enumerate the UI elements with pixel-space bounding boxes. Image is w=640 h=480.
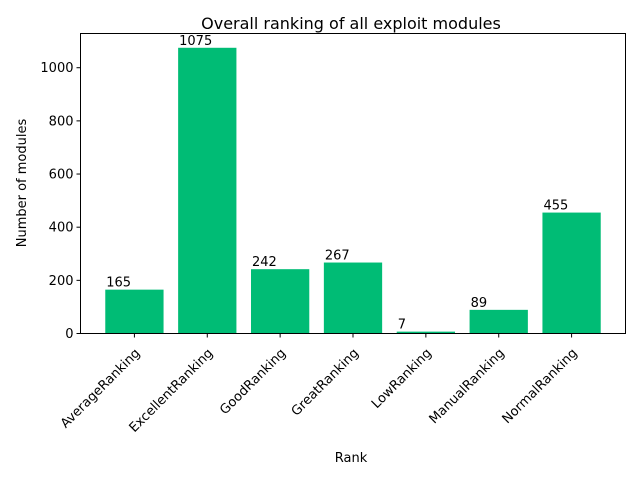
chart-title: Overall ranking of all exploit modules (201, 14, 501, 33)
data-labels: 165 1075 242 267 7 89 455 (106, 34, 568, 333)
data-label-lowranking: 7 (398, 318, 406, 333)
bars (105, 47, 601, 334)
data-label-greatranking: 267 (325, 249, 350, 264)
plot-frame (80, 33, 626, 334)
y-tick-label-0: 0 (65, 327, 73, 342)
y-tick-label-400: 400 (49, 221, 74, 236)
y-tick-label-200: 200 (49, 274, 74, 289)
y-axis-label: Number of modules (15, 119, 30, 248)
y-tick-label-1000: 1000 (40, 61, 73, 76)
bar-normalranking (542, 212, 601, 334)
x-tick-label-averageranking: AverageRanking (58, 346, 144, 432)
x-tick-label-goodranking: GoodRanking (217, 346, 289, 418)
data-label-excellentranking: 1075 (179, 34, 212, 49)
data-label-averageranking: 165 (106, 276, 131, 291)
x-tick-label-greatranking: GreatRanking (289, 346, 362, 419)
bar-excellentranking (178, 47, 237, 334)
bar-greatranking (323, 262, 383, 334)
y-tick-label-800: 800 (49, 114, 74, 129)
bar-averageranking (105, 289, 164, 334)
y-axis: 0 200 400 600 800 1000 (40, 61, 81, 342)
y-tick-label-600: 600 (49, 168, 74, 183)
x-axis-label: Rank (335, 451, 368, 466)
data-label-goodranking: 242 (252, 255, 277, 270)
x-tick-label-normalranking: NormalRanking (500, 346, 581, 427)
data-label-manualranking: 89 (471, 296, 488, 311)
x-tick-label-lowranking: LowRanking (369, 346, 435, 412)
bar-lowranking (396, 331, 456, 334)
bar-goodranking (250, 269, 310, 334)
x-tick-label-manualranking: ManualRanking (427, 346, 508, 427)
data-label-normalranking: 455 (543, 199, 568, 214)
bar-manualranking (469, 309, 528, 334)
